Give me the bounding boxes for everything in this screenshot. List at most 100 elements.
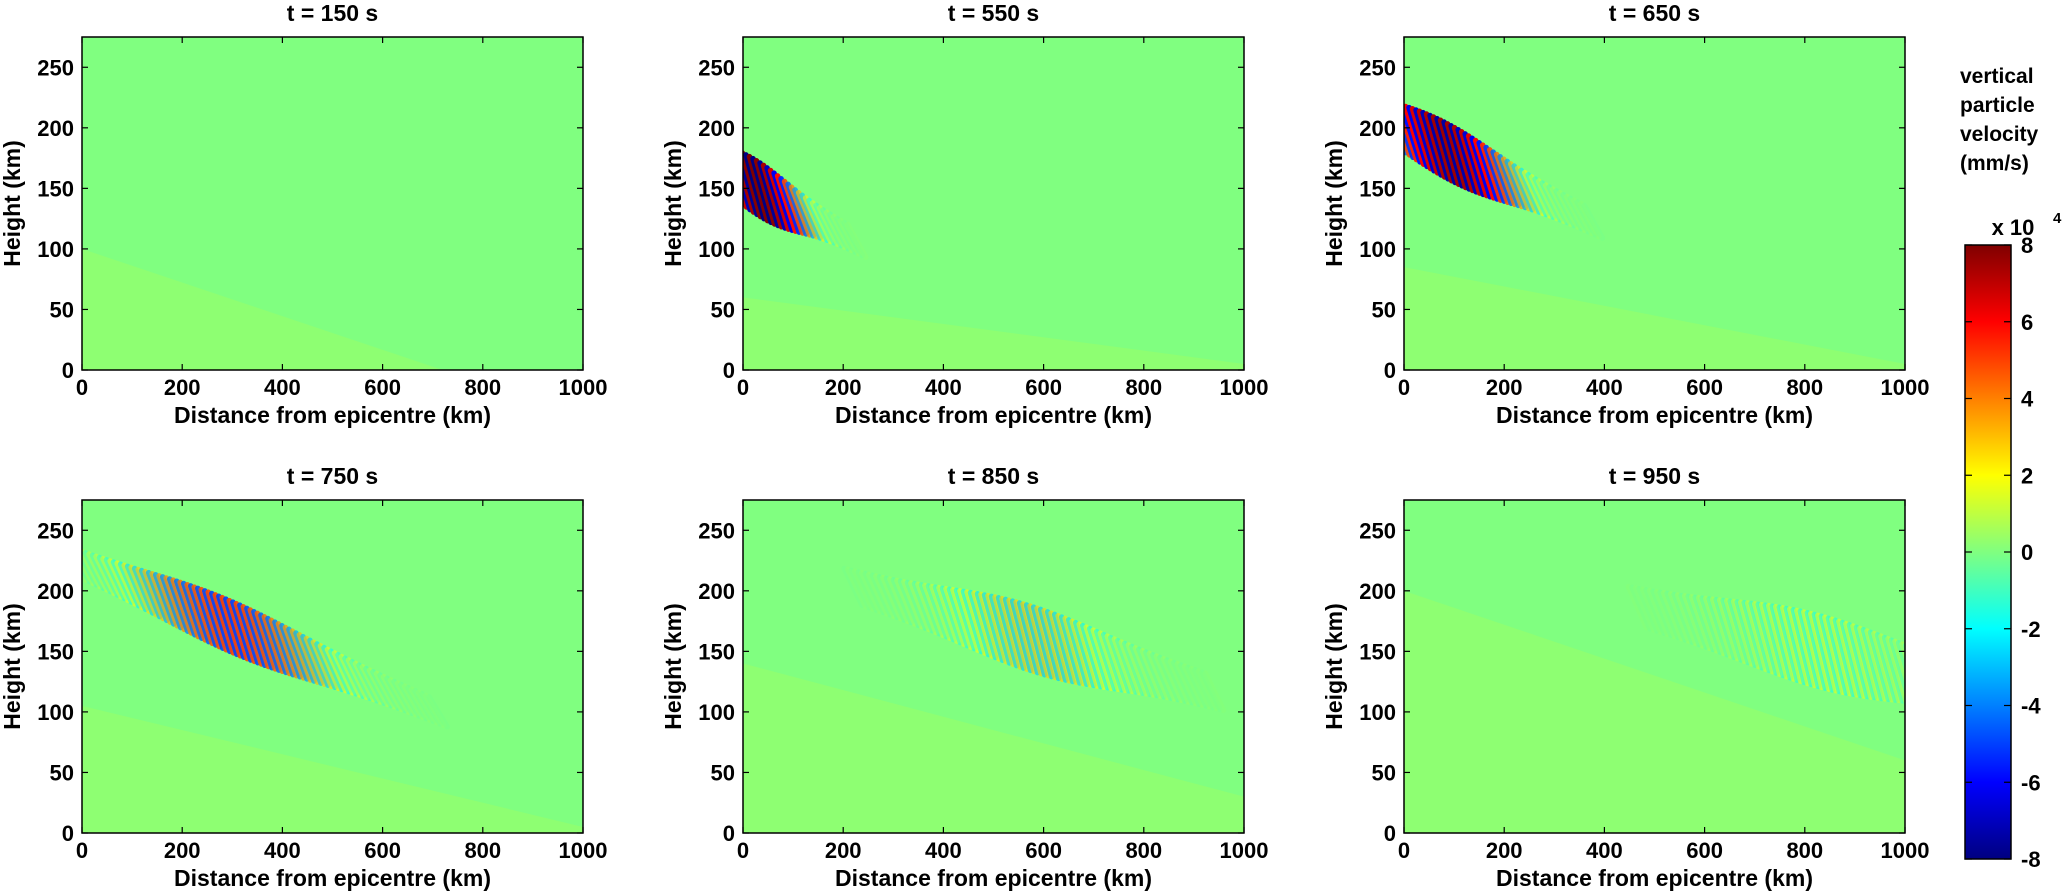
wave-stripe xyxy=(1420,109,1444,178)
wave-stripe xyxy=(1787,606,1811,687)
wave-stripe xyxy=(184,581,208,643)
wave-stripe xyxy=(1539,180,1564,223)
wave-stripe xyxy=(1769,603,1794,681)
wave-stripe xyxy=(918,582,943,637)
wave-stripe xyxy=(974,590,999,661)
wave-stripe xyxy=(1874,632,1899,703)
wave-stripe xyxy=(258,612,282,673)
wave-stripe xyxy=(370,669,394,709)
wave-stripe xyxy=(922,582,946,638)
wave-stripe xyxy=(816,204,841,247)
wave-stripe xyxy=(1013,599,1037,675)
x-tick-label: 0 xyxy=(737,838,749,863)
x-axis-label: Distance from epicentre (km) xyxy=(1496,402,1813,428)
wave-stripe xyxy=(1136,646,1160,699)
wave-stripe xyxy=(1178,662,1202,707)
wave-stripe xyxy=(1860,626,1885,702)
wave-stripe xyxy=(240,604,265,667)
wave-stripe xyxy=(957,588,981,653)
y-tick-label: 50 xyxy=(1372,760,1396,785)
x-axis-label: Distance from epicentre (km) xyxy=(835,865,1152,891)
wave-stripe xyxy=(265,615,289,676)
wave-stripe xyxy=(1458,129,1483,196)
wave-stripe xyxy=(1653,588,1678,640)
velocity-field xyxy=(82,37,583,370)
wave-stripe xyxy=(1723,598,1748,665)
x-tick-label: 200 xyxy=(825,838,862,863)
wave-stripe xyxy=(1560,191,1585,232)
wave-stripe xyxy=(1681,593,1706,649)
wave-stripe xyxy=(82,548,103,590)
wave-stripe xyxy=(373,670,398,710)
wave-stripe xyxy=(1650,588,1674,639)
x-tick-label: 400 xyxy=(1586,838,1623,863)
wave-stripe xyxy=(1034,605,1058,681)
wave-stripe xyxy=(180,580,205,641)
wave-stripe xyxy=(967,589,992,658)
wave-stripe xyxy=(1086,625,1111,691)
wave-stripe xyxy=(1643,587,1667,636)
wave-stripe xyxy=(230,599,254,663)
wave-stripe xyxy=(1839,619,1864,699)
x-axis-label: Distance from epicentre (km) xyxy=(835,402,1152,428)
subplot-4: t = 750 s 0 200 400 600 800 1000 0 50 100 150 200 25… xyxy=(0,463,607,891)
wave-stripe xyxy=(1202,670,1227,713)
colorbar-title-line: (mm/s) xyxy=(1960,152,2029,175)
y-tick-label: 200 xyxy=(37,579,74,604)
wave-stripe xyxy=(205,589,230,653)
wave-stripe xyxy=(1076,621,1100,689)
wave-stripe xyxy=(366,667,391,708)
wave-stripe xyxy=(247,607,272,670)
wave-stripe xyxy=(82,551,100,588)
y-tick-label: 200 xyxy=(37,116,74,141)
y-tick-label: 100 xyxy=(698,700,735,725)
wave-stripe xyxy=(750,155,774,226)
wave-stripe xyxy=(943,585,967,647)
x-tick-label: 800 xyxy=(1786,838,1823,863)
wave-stripe xyxy=(1097,630,1121,693)
wave-stripe xyxy=(216,593,240,658)
wave-stripe xyxy=(1755,601,1779,676)
subplot-1: t = 150 s 0 200 400 600 800 1000 0 50 100 150 200 25… xyxy=(0,0,607,428)
subplot-title: t = 850 s xyxy=(948,463,1039,489)
wave-stripe xyxy=(212,592,237,656)
wave-stripe xyxy=(1857,625,1881,701)
y-tick-label: 100 xyxy=(1359,237,1396,262)
wave-stripe xyxy=(1871,630,1895,703)
wave-stripe xyxy=(932,584,957,643)
wave-stripe xyxy=(1532,176,1557,220)
y-tick-label: 150 xyxy=(698,639,735,664)
y-tick-label: 0 xyxy=(62,821,74,846)
wave-stripe xyxy=(1150,652,1174,701)
wave-stripe xyxy=(1825,615,1850,696)
y-tick-label: 150 xyxy=(1359,639,1396,664)
wave-stripe xyxy=(813,202,837,246)
y-axis-label: Height (km) xyxy=(660,140,686,267)
wave-stripe xyxy=(1657,589,1681,641)
y-tick-label: 200 xyxy=(1359,579,1396,604)
wave-stripe xyxy=(844,221,869,260)
wave-stripe xyxy=(1132,645,1157,698)
wave-stripe xyxy=(1751,601,1776,675)
wave-stripe xyxy=(1720,597,1744,663)
wave-stripe xyxy=(862,570,887,616)
wave-stripe xyxy=(394,680,419,718)
wave-stripe xyxy=(1553,188,1578,229)
colorbar-scale-exponent: 4 xyxy=(2053,210,2062,227)
wave-stripe xyxy=(1727,598,1751,666)
subplot-2: t = 550 s 0 200 400 600 800 1000 0 50 100 150 200 25… xyxy=(660,0,1268,428)
axes-box xyxy=(81,499,584,834)
y-tick-label: 200 xyxy=(698,116,735,141)
y-tick-label: 200 xyxy=(698,579,735,604)
wave-stripe xyxy=(911,580,936,634)
wave-stripe xyxy=(855,569,880,613)
wave-stripe xyxy=(1451,124,1476,194)
faint-wavefront xyxy=(743,663,1244,833)
wave-stripe xyxy=(1692,594,1716,653)
y-axis-label: Height (km) xyxy=(1321,140,1347,267)
x-tick-label: 600 xyxy=(1686,375,1723,400)
wave-stripe xyxy=(173,578,198,638)
y-tick-label: 0 xyxy=(62,358,74,383)
colorbar-title-line: vertical xyxy=(1960,65,2034,88)
x-tick-label: 200 xyxy=(1486,375,1523,400)
